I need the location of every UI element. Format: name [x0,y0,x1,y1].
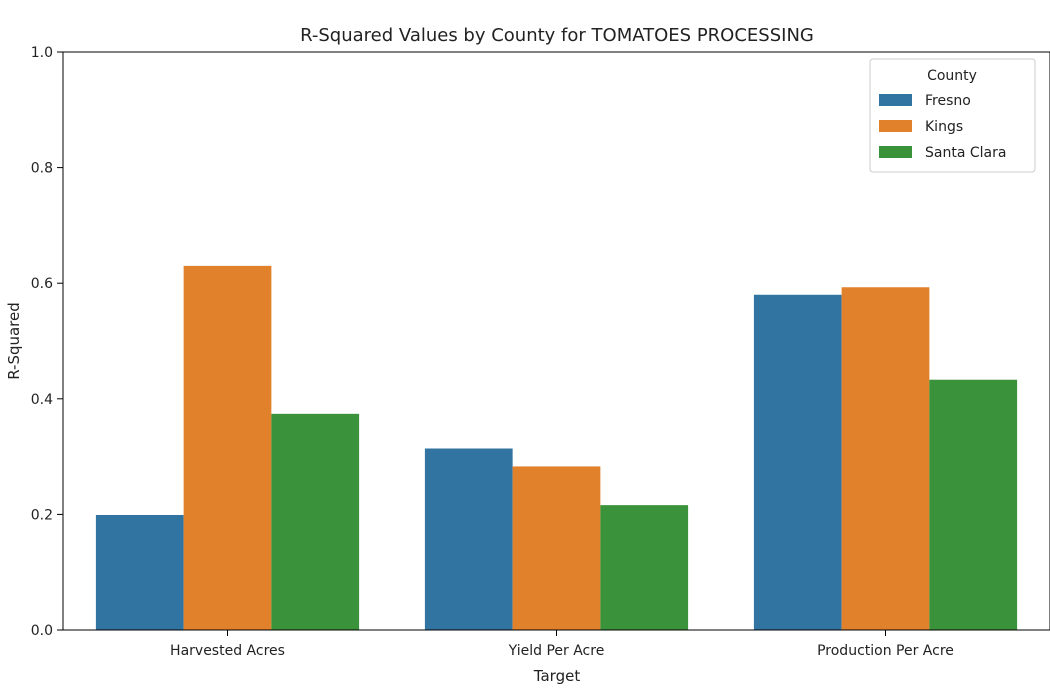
bar-santa-clara-1 [600,505,689,630]
legend-label-fresno: Fresno [925,93,971,109]
y-tick-label: 0.2 [31,507,53,523]
bar-kings-1 [512,466,601,630]
plot-frame [62,51,1050,631]
legend: County Fresno Kings Santa Clara [869,58,1036,173]
bar-fresno-2 [753,294,842,630]
y-tick-label: 0.6 [31,276,53,292]
bar-santa-clara-0 [271,413,360,630]
legend-label-kings: Kings [925,119,963,135]
bar-fresno-1 [424,448,513,630]
legend-swatch-fresno [879,94,912,106]
bar-santa-clara-2 [929,379,1018,630]
legend-swatch-kings [879,120,912,132]
bars-group [95,265,1018,630]
bar-kings-2 [841,287,930,630]
chart-title: R-Squared Values by County for TOMATOES … [300,25,814,46]
x-axis-label: Target [533,667,581,685]
legend-label-santa-clara: Santa Clara [925,145,1006,161]
y-axis: 0.0 0.2 0.4 0.6 0.8 1.0 [31,45,63,639]
x-tick-label: Production Per Acre [817,643,954,659]
y-axis-label: R-Squared [5,302,23,380]
y-tick-label: 0.8 [31,161,53,177]
legend-swatch-santa-clara [879,146,912,158]
x-axis: Harvested Acres Yield Per Acre Production … [170,630,954,659]
y-tick-label: 0.4 [31,392,53,408]
y-tick-label: 0.0 [31,623,53,639]
legend-box [869,58,1036,173]
y-tick-label: 1.0 [31,45,53,61]
legend-title: County [927,68,977,84]
x-tick-label: Yield Per Acre [508,643,605,659]
bar-fresno-0 [95,514,184,630]
x-tick-label: Harvested Acres [170,643,285,659]
bar-kings-0 [183,265,272,630]
